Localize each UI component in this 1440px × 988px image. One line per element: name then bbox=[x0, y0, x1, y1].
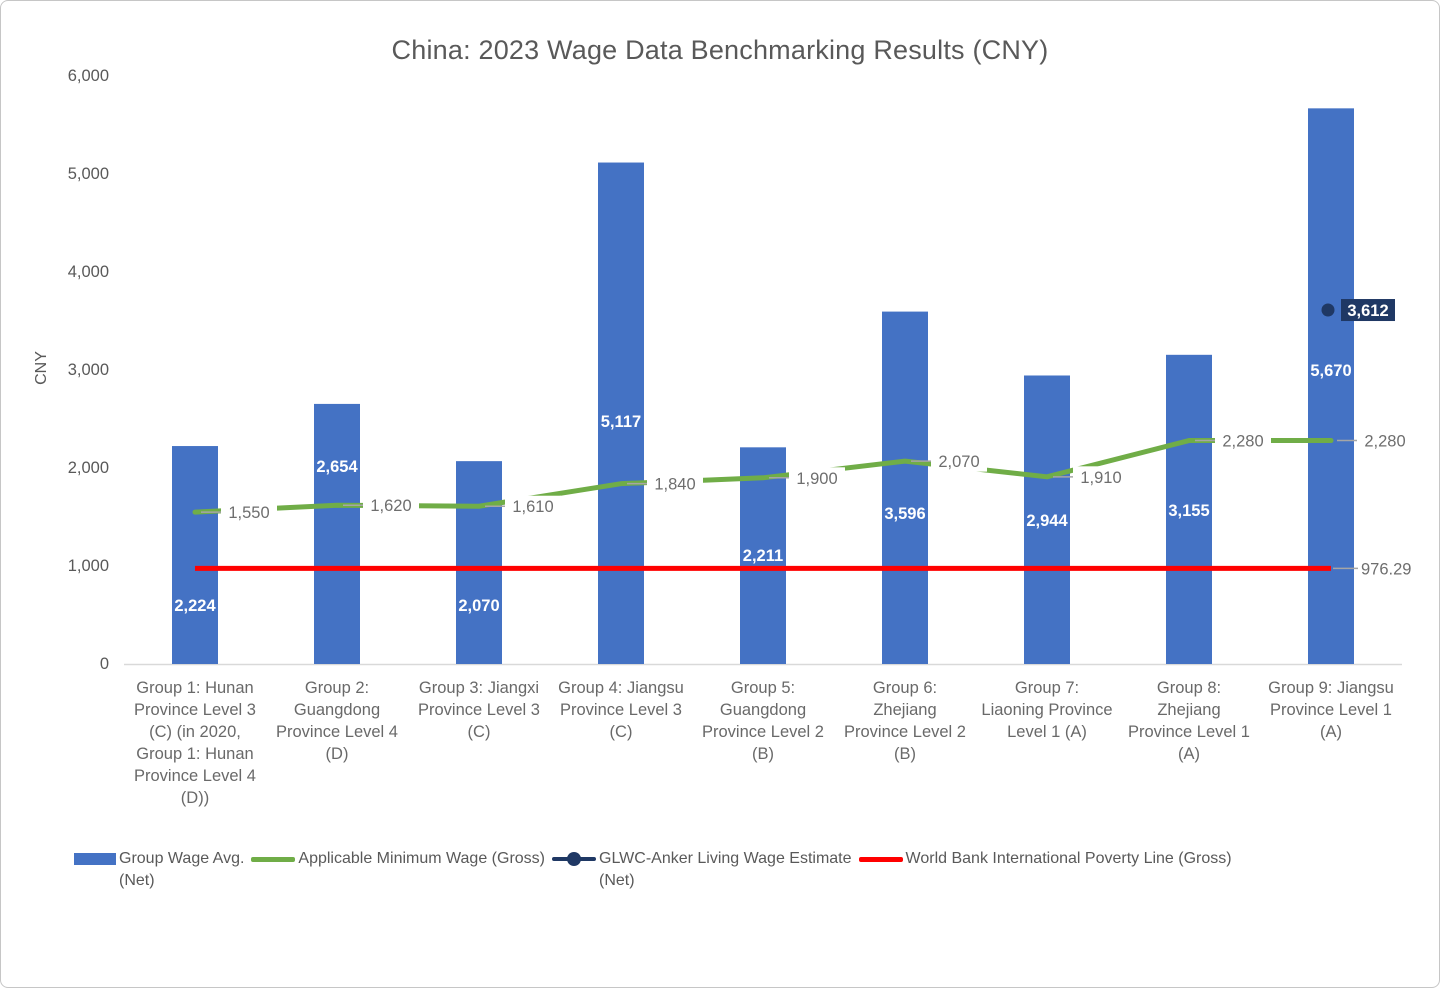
wage-bar bbox=[598, 162, 644, 664]
bar-value-label: 5,670 bbox=[1310, 362, 1351, 380]
bar-value-label: 5,117 bbox=[601, 413, 641, 431]
bar-value-label: 2,224 bbox=[174, 597, 216, 615]
min-wage-label: 2,280 bbox=[1222, 433, 1263, 451]
wage-bar bbox=[740, 447, 786, 664]
bar-value-label: 2,944 bbox=[1026, 512, 1068, 530]
min-wage-label: 1,900 bbox=[796, 470, 837, 488]
legend-label: Applicable Minimum Wage (Gross) bbox=[298, 850, 545, 867]
min-wage-label: 1,840 bbox=[654, 476, 695, 494]
legend-item: Applicable Minimum Wage (Gross) bbox=[251, 848, 545, 870]
wage-bar bbox=[456, 461, 502, 664]
y-tick-label: 0 bbox=[99, 655, 109, 673]
min-wage-label-box bbox=[1357, 430, 1413, 452]
y-tick-label: 2,000 bbox=[67, 459, 109, 477]
bar-value-label: 3,596 bbox=[884, 505, 925, 523]
min-wage-label-box bbox=[931, 450, 987, 472]
y-tick-label: 1,000 bbox=[67, 557, 109, 575]
chart-title: China: 2023 Wage Data Benchmarking Resul… bbox=[391, 35, 1049, 65]
legend-item: GLWC-Anker Living Wage Estimate (Net) bbox=[552, 848, 852, 892]
wage-bar bbox=[172, 446, 218, 664]
x-category-label: Group 2: Guangdong Province Level 4 (D) bbox=[276, 679, 398, 763]
min-wage-label: 2,280 bbox=[1364, 433, 1405, 451]
x-category-label: Group 7: Liaoning Province Level 1 (A) bbox=[981, 679, 1113, 741]
bar-value-label: 3,155 bbox=[1168, 502, 1209, 520]
legend-line-swatch-icon bbox=[251, 857, 296, 862]
min-wage-label: 1,910 bbox=[1080, 469, 1121, 487]
wage-bar bbox=[882, 311, 928, 664]
min-wage-label-box bbox=[221, 501, 277, 523]
x-category-label: Group 3: Jiangxi Province Level 3 (C) bbox=[418, 679, 540, 741]
min-wage-label-box bbox=[647, 473, 703, 495]
living-wage-label-box bbox=[1341, 299, 1395, 322]
min-wage-label-box bbox=[363, 494, 419, 516]
x-category-label: Group 6: Zhejiang Province Level 2 (B) bbox=[844, 679, 966, 763]
wage-bar bbox=[1308, 108, 1354, 665]
legend-label: World Bank International Poverty Line (G… bbox=[905, 850, 1232, 867]
x-category-label: Group 8: Zhejiang Province Level 1 (A) bbox=[1128, 679, 1250, 763]
legend-label: GLWC-Anker Living Wage Estimate (Net) bbox=[599, 850, 852, 889]
legend: Group Wage Avg. (Net) Applicable Minimum … bbox=[74, 848, 1232, 892]
bar-value-label: 2,654 bbox=[316, 458, 358, 476]
wage-bar bbox=[1166, 354, 1212, 664]
x-category-label: Group 1: Hunan Province Level 3 (C) (in … bbox=[134, 679, 256, 807]
legend-item: World Bank International Poverty Line (G… bbox=[858, 848, 1232, 870]
min-wage-label: 1,610 bbox=[512, 498, 553, 516]
legend-dot-icon bbox=[567, 852, 581, 866]
x-category-label: Group 4: Jiangsu Province Level 3 (C) bbox=[558, 679, 684, 741]
legend-bar-swatch-icon bbox=[74, 853, 116, 865]
min-wage-label: 1,550 bbox=[228, 504, 269, 522]
legend-line-dot-swatch-icon bbox=[552, 850, 596, 868]
y-tick-label: 4,000 bbox=[67, 263, 109, 281]
min-wage-label: 1,620 bbox=[370, 497, 411, 515]
bar-value-label: 2,211 bbox=[743, 547, 783, 565]
living-wage-dot bbox=[1321, 303, 1335, 317]
legend-item: Group Wage Avg. (Net) bbox=[74, 848, 244, 892]
min-wage-label: 2,070 bbox=[938, 453, 979, 471]
bar-value-label: 2,070 bbox=[458, 597, 499, 615]
wage-bar bbox=[314, 403, 360, 664]
x-category-label: Group 9: Jiangsu Province Level 1 (A) bbox=[1268, 679, 1394, 741]
min-wage-label-box bbox=[505, 495, 561, 517]
legend-label: Group Wage Avg. (Net) bbox=[119, 850, 245, 889]
y-tick-label: 6,000 bbox=[67, 67, 109, 85]
legend-line-swatch-icon bbox=[858, 857, 903, 862]
living-wage-label: 3,612 bbox=[1347, 302, 1388, 320]
y-tick-label: 5,000 bbox=[67, 165, 109, 183]
wage-bar bbox=[1024, 375, 1070, 664]
poverty-line-label: 976.29 bbox=[1361, 560, 1411, 578]
min-wage-label-box bbox=[1215, 430, 1271, 452]
min-wage-label-box bbox=[1073, 466, 1129, 488]
x-category-label: Group 5: Guangdong Province Level 2 (B) bbox=[702, 679, 824, 763]
min-wage-label-box bbox=[789, 467, 845, 489]
y-tick-label: 3,000 bbox=[67, 361, 109, 379]
